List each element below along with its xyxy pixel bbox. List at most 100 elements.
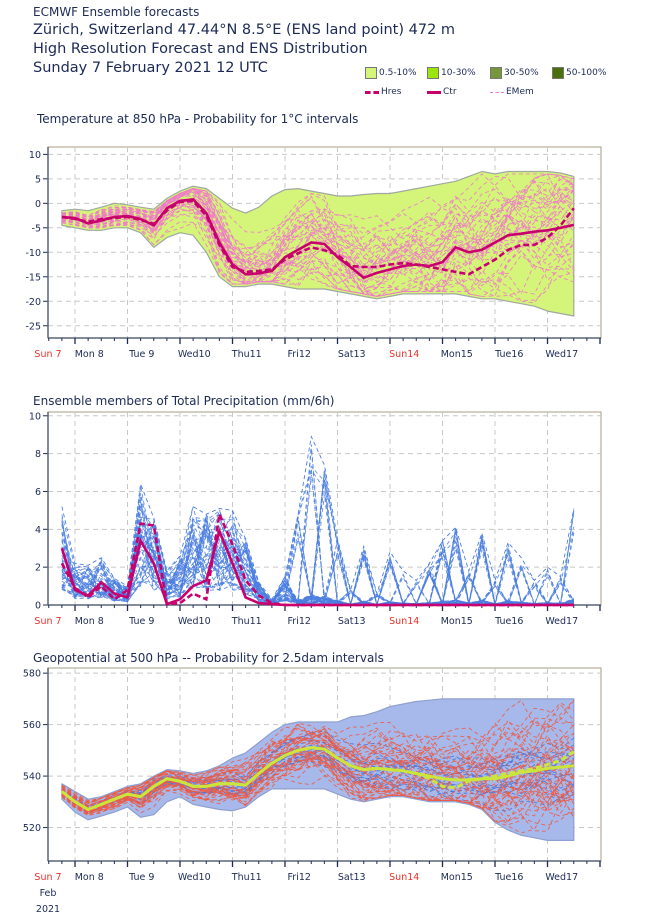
legend-swatch (552, 67, 564, 79)
control-line (60, 746, 574, 812)
legend-label: 0.5-10% (379, 68, 417, 78)
y-tick-label: 560 (23, 720, 41, 731)
x-day-label: Sun 7 (34, 349, 61, 360)
legend-label: 50-100% (566, 68, 607, 78)
ensemble-member-line (61, 509, 574, 606)
ensemble-member-line (61, 178, 574, 271)
control-line (60, 527, 574, 607)
ensemble-member-line (61, 435, 575, 601)
probability-envelope (61, 698, 575, 841)
y-tick-label: 580 (23, 669, 41, 680)
ensemble-member-line (61, 188, 575, 271)
ensemble-member-line (61, 739, 575, 812)
ensemble-member-line (61, 180, 575, 283)
x-day-label: Sun14 (389, 872, 419, 883)
legend-item-prob-50-100: 50-100% (552, 67, 606, 79)
forecast-date: Sunday 7 February 2021 12 UTC (33, 60, 268, 76)
control-line (61, 198, 575, 280)
ensemble-member-line (61, 199, 575, 282)
precipitation-chart: 0 2 4 6 8 10 Sun 7 Mon 8 Tue 9 Wed10 Thu11 Fri12 Sat… (29, 411, 602, 627)
y-tick-label: -10 (25, 248, 41, 259)
legend-label: 10-30% (441, 68, 476, 78)
y-tick-label: 2 (35, 563, 41, 574)
ensemble-member-line (61, 470, 575, 606)
x-day-label: Tue 9 (128, 872, 154, 883)
x-day-label: Fri12 (288, 872, 311, 883)
legend-item-hres: Hres (365, 87, 402, 97)
location-title: Zürich, Switzerland 47.44°N 8.5°E (ENS l… (33, 22, 456, 38)
ensemble-member-line (61, 500, 574, 606)
ensemble-member-line (61, 699, 575, 801)
x-day-label: Mon15 (441, 616, 473, 627)
x-day-label: Sat13 (338, 872, 366, 883)
y-tick-label: 520 (23, 823, 41, 834)
ensemble-member-line (61, 518, 574, 606)
ensemble-member-line (61, 747, 575, 811)
x-day-label: Tue 9 (128, 616, 154, 627)
x-day-label: Wed17 (545, 616, 578, 627)
x-day-label: Wed10 (178, 616, 211, 627)
ensemble-member-line (61, 726, 574, 804)
ensemble-member-line (61, 193, 575, 270)
year-label: 2021 (36, 904, 60, 915)
emem-line-icon (490, 91, 504, 93)
legend-label: Ctr (443, 87, 457, 97)
ensemble-member-line (61, 197, 575, 290)
forecast-description: High Resolution Forecast and ENS Distrib… (33, 41, 368, 57)
ensemble-member-line (61, 509, 575, 606)
month-label: Feb (40, 888, 57, 899)
ensemble-member-line (61, 470, 574, 606)
legend-label: Hres (381, 87, 402, 97)
legend-item-emem: EMem (490, 87, 534, 97)
x-day-label: Sun14 (389, 349, 419, 360)
ensemble-member-line (61, 514, 575, 606)
ensemble-member-line (61, 757, 574, 813)
x-day-label: Sat13 (338, 616, 366, 627)
ensemble-member-line (61, 534, 574, 606)
x-day-label: Wed10 (178, 349, 211, 360)
y-tick-label: 10 (29, 150, 41, 161)
ensemble-member-line (61, 702, 575, 810)
y-tick-label: 8 (35, 449, 41, 460)
ensemble-member-line (61, 524, 574, 606)
legend-item-prob-10-30: 10-30% (427, 67, 476, 79)
legend-swatch (490, 67, 502, 79)
ensemble-member-line (61, 188, 574, 262)
x-day-label: Tue16 (494, 616, 523, 627)
temperature-chart-title: Temperature at 850 hPa - Probability for… (37, 112, 359, 126)
x-day-label: Wed10 (178, 872, 211, 883)
ctr-line-icon (427, 90, 441, 94)
ensemble-member-line (61, 465, 574, 606)
ensemble-member-line (61, 727, 574, 808)
x-day-label: Mon 8 (75, 872, 104, 883)
ensemble-member-line (61, 759, 574, 832)
ensemble-member-line (61, 494, 574, 606)
x-day-label: Wed17 (545, 872, 578, 883)
geopotential-chart: 580 560 540 520 Sun 7 Mon 8 Tue 9 Wed10 Thu11 Fri… (23, 667, 602, 915)
legend-item-prob-30-50: 30-50% (490, 67, 539, 79)
y-tick-label: -5 (32, 223, 41, 234)
ensemble-member-line (61, 733, 575, 809)
x-day-label: Mon15 (441, 872, 473, 883)
hres-line-icon (365, 90, 379, 94)
ensemble-member-line (61, 756, 575, 817)
ensemble-member-line (61, 758, 574, 824)
ensemble-member-line (61, 699, 575, 807)
y-tick-label: -25 (25, 321, 41, 332)
ensemble-member-line (61, 213, 575, 297)
ensemble-member-line (61, 707, 575, 802)
x-day-label: Tue16 (494, 872, 523, 883)
ensemble-member-line (61, 174, 575, 272)
ensemble-member-line (61, 761, 574, 814)
y-tick-label: 540 (23, 772, 41, 783)
ensemble-member-line (61, 187, 575, 263)
ensemble-member-line (61, 753, 574, 814)
y-tick-label: 6 (35, 487, 41, 498)
ensemble-member-line (61, 479, 574, 606)
ensemble-member-line (61, 750, 574, 812)
legend-label: 30-50% (504, 68, 539, 78)
temperature-chart: 10 5 0 -5 -10 -15 -20 -25 Sun 7 Mon 8 Tue 9 Wed10 Th… (25, 146, 602, 360)
legend-swatch (365, 67, 377, 79)
ensemble-member-line (61, 173, 575, 255)
